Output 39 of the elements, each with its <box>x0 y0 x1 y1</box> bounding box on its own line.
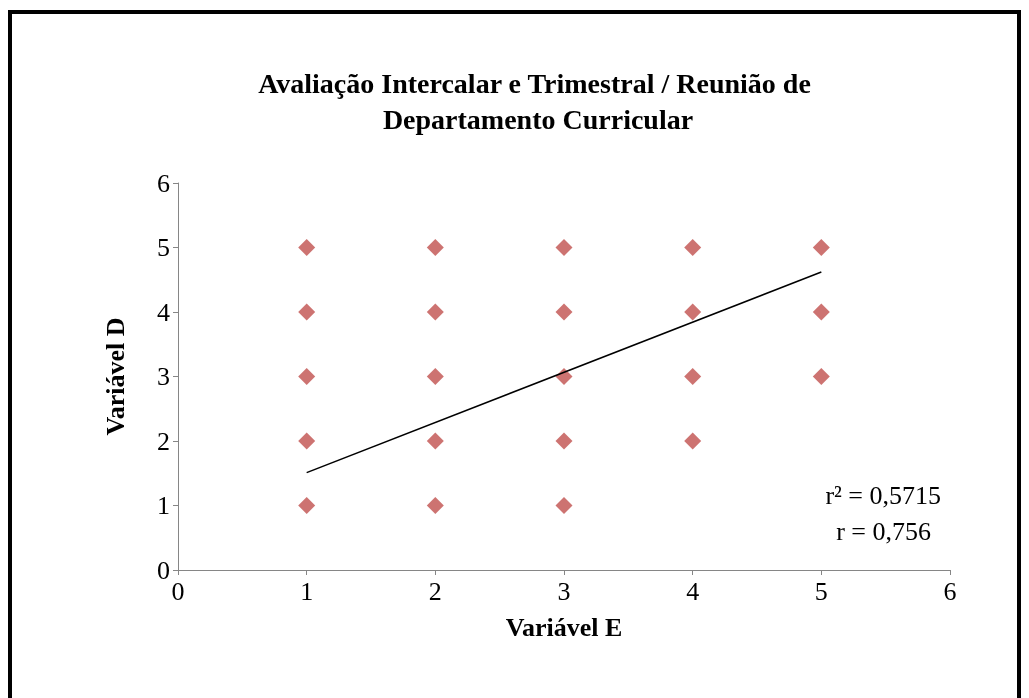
point <box>555 303 573 321</box>
point <box>555 497 573 514</box>
y-axis-title: Variável D <box>100 317 130 436</box>
point <box>298 368 316 385</box>
x-axis-title: Variável E <box>505 612 623 642</box>
annotation: r² = 0,5715 <box>825 480 942 510</box>
x-tick-label: 6 <box>943 576 957 606</box>
x-tick-label: 5 <box>814 576 828 606</box>
y-tick-label: 5 <box>157 233 170 262</box>
point <box>555 239 573 256</box>
point <box>298 497 316 514</box>
y-tick-label: 4 <box>157 297 170 327</box>
y-tick-label: 2 <box>157 426 170 456</box>
x-tick-label: 1 <box>300 576 314 606</box>
x-tick-label: 2 <box>428 576 442 606</box>
point <box>426 368 444 385</box>
x-tick-label: 4 <box>686 576 700 606</box>
y-tick-label: 6 <box>157 168 170 198</box>
point <box>426 303 444 321</box>
point <box>426 497 444 514</box>
chart-title: Avaliação Intercalar e Trimestral / Reunião de Departamento Curricular <box>258 67 818 135</box>
point <box>684 239 702 256</box>
y-tick-label: 1 <box>157 491 170 520</box>
point <box>426 432 444 450</box>
point <box>298 239 316 256</box>
annotation: r = 0,756 <box>836 516 932 546</box>
point <box>298 303 316 321</box>
point <box>684 432 702 450</box>
y-tick-label: 3 <box>157 362 170 391</box>
y-tick-label: 0 <box>157 555 170 585</box>
point <box>298 432 316 450</box>
point <box>812 303 830 321</box>
point <box>684 368 702 385</box>
point <box>555 432 573 450</box>
point <box>684 303 702 321</box>
x-tick-label: 3 <box>557 576 571 606</box>
point <box>812 368 830 385</box>
point <box>426 239 444 256</box>
point <box>812 239 830 256</box>
